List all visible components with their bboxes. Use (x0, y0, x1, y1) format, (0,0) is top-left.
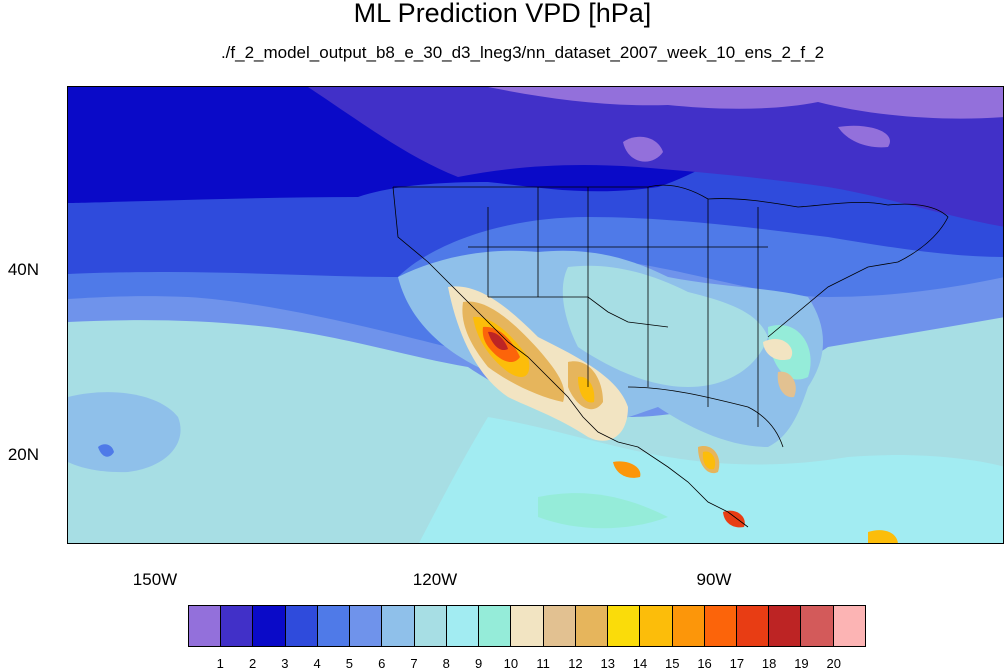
colorbar-label: 13 (600, 656, 615, 671)
lon-label-150w: 150W (132, 570, 178, 589)
colorbar-label: 16 (697, 656, 712, 671)
field-band-1b (623, 136, 663, 162)
field-fl-11 (777, 371, 796, 398)
colorbar-label: 7 (410, 656, 418, 671)
colorbar-box-9 (479, 606, 512, 646)
colorbar-label: 6 (378, 656, 386, 671)
colorbar-label: 18 (761, 656, 777, 671)
field-ca-16 (613, 461, 641, 478)
colorbar-label: 1 (216, 656, 224, 671)
colorbar-label: 8 (442, 656, 450, 671)
colorbar-label: 9 (474, 656, 483, 671)
field-mex-15 (578, 376, 595, 403)
colorbar (188, 605, 866, 647)
map-title: ML Prediction VPD [hPa] (353, 0, 652, 28)
field-band-1 (488, 87, 1003, 119)
colorbar-label: 19 (794, 656, 809, 671)
lat-label-40n: 40N (7, 260, 39, 279)
colorbar-box-7 (414, 606, 447, 646)
colorbar-box-16 (704, 606, 737, 646)
colorbar-label: 10 (503, 656, 519, 671)
colorbar-box-6 (382, 606, 415, 646)
colorbar-box-11 (543, 606, 576, 646)
vpd-map (67, 86, 1004, 544)
field-ca-15 (702, 451, 716, 470)
colorbar-box-19 (801, 606, 834, 646)
field-caribbean-10 (538, 493, 668, 529)
field-ca-tip (868, 530, 898, 543)
boundaries (392, 184, 949, 528)
colorbar-box-4 (317, 606, 351, 646)
colorbar-label: 3 (281, 656, 289, 671)
lon-label-90w: 90W (696, 570, 732, 589)
field-band-1c (838, 125, 890, 148)
colorbar-box-10 (511, 606, 544, 646)
colorbar-box-15 (672, 606, 705, 646)
field-hawaii (68, 392, 181, 473)
colorbar-box-2 (253, 606, 286, 646)
colorbar-box-17 (736, 606, 770, 646)
field-sw-19 (488, 331, 508, 351)
colorbar-label: 4 (313, 656, 321, 671)
colorbar-box-5 (350, 606, 383, 646)
colorbar-box-13 (608, 606, 641, 646)
colorbar-label: 20 (826, 656, 841, 671)
colorbar-label: 11 (536, 656, 550, 671)
colorbar-label: 2 (248, 656, 257, 671)
lat-label-20n: 20N (7, 445, 39, 464)
colorbar-box-8 (446, 606, 480, 646)
colorbar-box-18 (769, 606, 802, 646)
colorbar-box-0 (189, 606, 222, 646)
colorbar-box-20 (833, 606, 865, 646)
colorbar-label: 15 (665, 656, 680, 671)
colorbar-label: 5 (345, 656, 354, 671)
colorbar-box-12 (575, 606, 609, 646)
lon-label-120w: 120W (412, 570, 458, 589)
vpd-field (68, 87, 1003, 543)
colorbar-box-1 (221, 606, 254, 646)
field-ca-17 (723, 510, 745, 528)
colorbar-label: 12 (568, 656, 583, 671)
map-subtitle: ./f_2_model_output_b8_e_30_d3_lneg3/nn_d… (220, 43, 825, 62)
field-hawaii-core (98, 444, 114, 457)
colorbar-label: 17 (729, 656, 745, 671)
colorbar-box-14 (640, 606, 673, 646)
field-se-11 (763, 338, 793, 361)
colorbar-box-3 (285, 606, 318, 646)
colorbar-label: 14 (632, 656, 648, 671)
